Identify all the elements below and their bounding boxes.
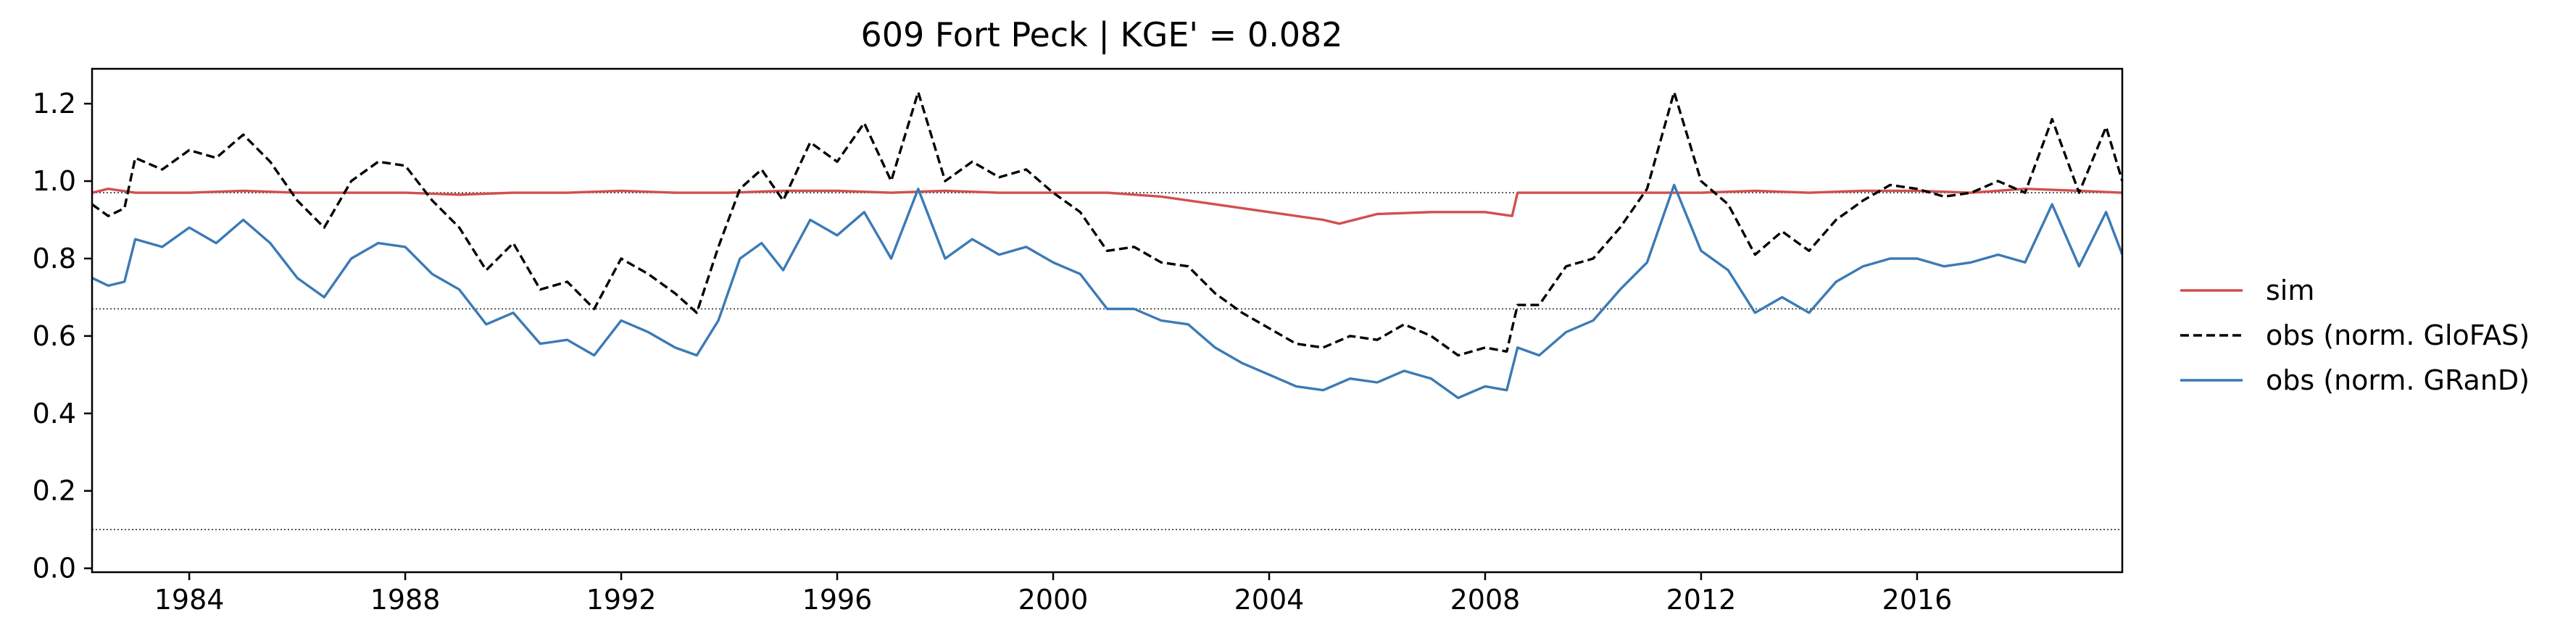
y-tick-label: 0.4 [33, 398, 76, 430]
x-tick-label: 2004 [1234, 584, 1305, 616]
legend-label-0: sim [2266, 275, 2314, 306]
plot-frame [91, 67, 2124, 574]
x-axis: 1984 1988 1992 1996 2000 2004 2008 2012 2016 [154, 572, 1953, 616]
y-tick-label: 0.0 [33, 553, 76, 585]
reference-lines [92, 192, 2122, 530]
legend: sim obs (norm. GloFAS) obs (norm. GRanD) [2180, 275, 2530, 396]
series-line-sim [91, 188, 2123, 225]
legend-label-2: obs (norm. GRanD) [2266, 364, 2530, 396]
x-tick-label: 1996 [802, 584, 873, 616]
x-tick-label: 2016 [1882, 584, 1953, 616]
x-tick-label: 1984 [154, 584, 225, 616]
series-lines [91, 91, 2124, 400]
y-tick-label: 0.2 [33, 475, 76, 507]
y-tick-label: 0.8 [33, 243, 76, 275]
x-tick-label: 1988 [370, 584, 441, 616]
y-tick-label: 1.2 [33, 88, 76, 120]
y-tick-label: 1.0 [33, 165, 76, 197]
chart-title: 609 Fort Peck | KGE' = 0.082 [860, 15, 1342, 55]
x-tick-label: 1992 [586, 584, 657, 616]
series-line-obs-glofas [91, 91, 2124, 357]
x-tick-label: 2000 [1018, 584, 1089, 616]
y-axis: 0.0 0.2 0.4 0.6 0.8 1.0 1.2 [33, 88, 92, 585]
x-tick-label: 2012 [1666, 584, 1737, 616]
y-tick-label: 0.6 [33, 320, 76, 352]
legend-label-1: obs (norm. GloFAS) [2266, 319, 2530, 351]
x-tick-label: 2008 [1450, 584, 1521, 616]
series-line-obs-grand [91, 183, 2124, 400]
